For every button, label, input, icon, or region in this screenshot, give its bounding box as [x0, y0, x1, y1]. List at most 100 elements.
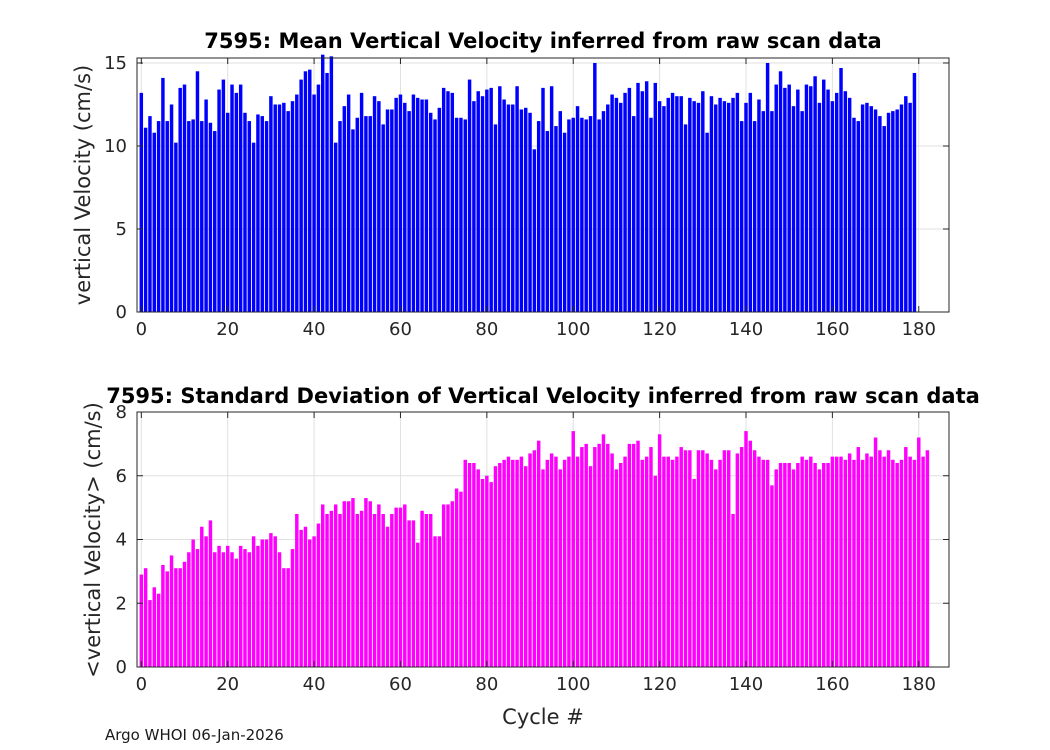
std-velocity-bar [817, 469, 822, 667]
std-velocity-bar [860, 459, 865, 667]
mean-velocity-bar [515, 86, 519, 312]
std-velocity-bar [243, 549, 247, 667]
mean-velocity-bar [904, 96, 908, 312]
mean-velocity-bar [195, 71, 200, 313]
mean-velocity-bar [908, 102, 912, 312]
std-velocity-bar [688, 450, 692, 667]
std-velocity-ytick-label: 4 [116, 530, 127, 551]
std-velocity-bar [830, 456, 835, 667]
std-velocity-bar [251, 536, 256, 667]
std-velocity-bar [770, 485, 774, 667]
mean-velocity-bar [295, 94, 299, 312]
mean-velocity-bar [312, 94, 316, 312]
std-velocity-bar [541, 469, 545, 667]
mean-velocity-bar [856, 121, 861, 313]
std-velocity-bar [623, 456, 627, 667]
mean-velocity-title: 7595: Mean Vertical Velocity inferred fr… [204, 29, 881, 53]
std-velocity-bar [178, 568, 182, 667]
std-velocity-bar [165, 571, 169, 667]
mean-velocity-bar [277, 104, 282, 312]
std-velocity-bar [834, 456, 839, 667]
mean-velocity-bar [420, 99, 424, 312]
mean-velocity-bar [580, 117, 584, 312]
std-velocity-bar [277, 552, 282, 667]
std-velocity-bar [256, 545, 260, 667]
std-velocity-bar [381, 514, 385, 667]
mean-velocity-bar [351, 129, 355, 312]
std-velocity-xtick-label: 0 [136, 674, 147, 695]
mean-velocity-bar [489, 87, 493, 312]
std-velocity-bar [683, 450, 688, 667]
std-velocity-bar [290, 549, 295, 667]
mean-velocity-bar [333, 142, 338, 312]
std-velocity-bar [148, 600, 152, 667]
mean-velocity-bar [662, 106, 666, 312]
mean-velocity-bar [200, 121, 204, 313]
std-velocity-bar [549, 453, 554, 667]
mean-velocity-bar [273, 104, 277, 312]
std-velocity-bar [143, 568, 148, 667]
mean-velocity-bar [744, 102, 748, 312]
std-velocity-bar [917, 437, 921, 667]
mean-velocity-bar [156, 121, 161, 313]
std-velocity-ytick-label: 8 [116, 402, 127, 423]
mean-velocity-bar [614, 97, 619, 312]
mean-velocity-bar [234, 92, 239, 312]
mean-velocity-bar [377, 101, 381, 313]
std-velocity-bar [895, 463, 899, 667]
std-velocity-bar [748, 440, 753, 667]
std-velocity-bar [390, 514, 394, 667]
std-velocity-bar [269, 533, 273, 667]
std-velocity-bar [843, 459, 848, 667]
std-velocity-xtick-label: 180 [902, 674, 936, 695]
mean-velocity-bar [878, 116, 882, 312]
std-velocity-bar [139, 574, 144, 667]
mean-velocity-bar [726, 102, 731, 312]
std-velocity-bar [441, 504, 446, 667]
std-velocity-bar [757, 456, 761, 667]
std-velocity-bar [519, 456, 524, 667]
std-velocity-bar [714, 469, 718, 667]
mean-velocity-ytick-label: 5 [116, 219, 127, 240]
mean-velocity-bar [394, 97, 398, 312]
mean-velocity-bar [718, 97, 722, 312]
std-velocity-bar [899, 459, 904, 667]
mean-velocity-bar [532, 149, 537, 312]
std-velocity-bar [502, 459, 506, 667]
mean-velocity-bar [342, 106, 347, 312]
mean-velocity-bar [506, 104, 511, 312]
mean-velocity-bar [623, 92, 627, 312]
std-velocity-bar [809, 456, 813, 667]
std-velocity-bar [420, 510, 424, 667]
mean-velocity-bar [485, 89, 489, 312]
mean-velocity-bar [459, 117, 463, 312]
std-velocity-xlabel: Cycle # [502, 705, 584, 729]
mean-velocity-bar [791, 106, 796, 312]
std-velocity-bar [433, 536, 437, 667]
std-velocity-bar [826, 463, 830, 667]
mean-velocity-bar [761, 111, 766, 313]
std-velocity-bar [498, 463, 502, 667]
mean-velocity-bar [912, 72, 917, 312]
mean-velocity-bar [692, 101, 696, 313]
std-velocity-ytick-label: 6 [116, 466, 127, 487]
std-velocity-bar [679, 447, 683, 667]
std-velocity-bar [752, 450, 757, 667]
mean-velocity-bar [290, 101, 295, 313]
mean-velocity-bar [649, 117, 653, 312]
mean-velocity-bar [765, 62, 770, 312]
mean-velocity-bar [161, 77, 165, 312]
std-velocity-bar [878, 450, 882, 667]
mean-velocity-bar [631, 116, 636, 312]
mean-velocity-bar [757, 99, 761, 312]
std-velocity-bar [247, 552, 252, 667]
std-velocity-bar [532, 450, 537, 667]
std-velocity-bar [476, 469, 480, 667]
mean-velocity-bar [895, 109, 899, 312]
mean-velocity-bar [143, 127, 148, 312]
std-velocity-bar [230, 552, 234, 667]
std-velocity-bar [584, 443, 588, 667]
mean-velocity-bar [636, 82, 640, 312]
mean-velocity-bar [437, 107, 442, 312]
mean-velocity-bar [178, 87, 182, 312]
